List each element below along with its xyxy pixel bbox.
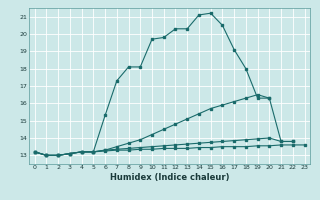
X-axis label: Humidex (Indice chaleur): Humidex (Indice chaleur): [110, 173, 229, 182]
